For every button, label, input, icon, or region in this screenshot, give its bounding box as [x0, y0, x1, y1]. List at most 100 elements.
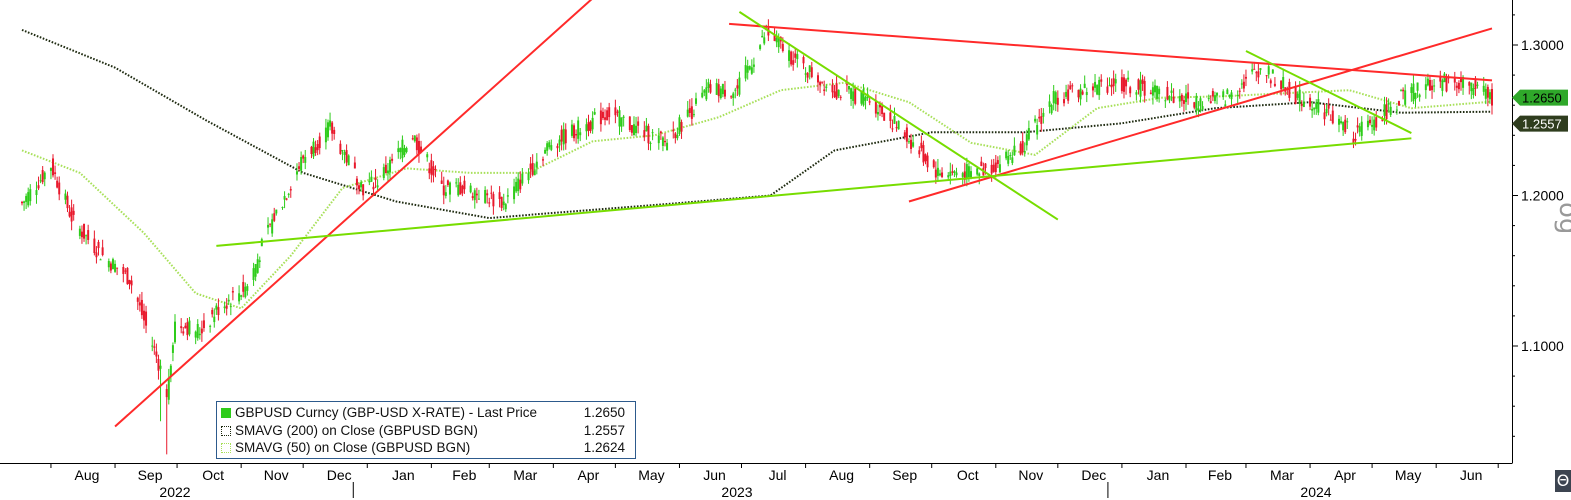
candle-body: [35, 190, 38, 196]
x-month-label: Apr: [1334, 467, 1356, 483]
candle-body: [703, 90, 706, 93]
candle-body: [196, 323, 199, 339]
candle-body: [1168, 96, 1171, 101]
candle-body: [223, 306, 226, 309]
candle-body: [1455, 85, 1458, 88]
candle-body: [384, 164, 387, 174]
candle-body: [560, 129, 563, 142]
candle-body: [1050, 105, 1053, 114]
trendline-4: [738, 11, 1059, 221]
candle-body: [550, 145, 553, 150]
tag-last-price-label: 1.2650: [1522, 91, 1562, 106]
candle-body: [994, 162, 997, 173]
candle-body: [244, 286, 247, 298]
candle-body: [701, 92, 704, 98]
candle-body: [680, 122, 683, 132]
candle-body: [229, 306, 232, 308]
candle-body: [591, 117, 594, 130]
candle-body: [198, 333, 201, 336]
candle-body: [1352, 138, 1355, 144]
candle-body: [492, 194, 495, 207]
candle-body: [883, 112, 886, 121]
candle-body: [1331, 110, 1334, 124]
candle-body: [1267, 66, 1270, 75]
candle-body: [372, 186, 375, 190]
candle-body: [1158, 88, 1161, 95]
candle-body: [1441, 80, 1444, 91]
candle-body: [903, 132, 906, 138]
candle-body: [1327, 104, 1330, 109]
candle-body: [874, 100, 877, 114]
legend-label-last-price: GBPUSD Curncy (GBP-USD X-RATE) - Last Pr…: [235, 405, 538, 420]
candle-body: [37, 185, 40, 189]
candle-body: [1056, 97, 1059, 105]
legend-value-sma200: 1.2557: [583, 423, 625, 438]
candle-body: [1426, 78, 1429, 86]
legend-entry-sma50: SMAVG (50) on Close (GBPUSD BGN) 1.2624: [221, 440, 631, 456]
candle-body: [304, 157, 307, 163]
candle-body: [231, 291, 234, 293]
candle-body: [169, 365, 172, 377]
candle-body: [99, 259, 102, 261]
candle-body: [1137, 79, 1140, 90]
candle-body: [1122, 77, 1125, 92]
candle-body: [486, 193, 489, 196]
candle-body: [1209, 101, 1212, 104]
candle-body: [1114, 79, 1117, 84]
candle-body: [978, 173, 981, 176]
candle-body: [1280, 80, 1283, 90]
candle-body: [1366, 120, 1369, 128]
x-month-label: Aug: [829, 467, 854, 483]
candle-body: [848, 85, 851, 90]
legend-value-sma50: 1.2624: [583, 440, 625, 455]
candle-body: [246, 286, 249, 291]
candle-body: [1040, 116, 1043, 124]
candle-body: [399, 147, 402, 153]
candle-body: [440, 180, 443, 184]
candle-body: [990, 164, 993, 174]
candle-body: [1474, 79, 1477, 89]
candle-body: [792, 60, 795, 65]
candle-body: [215, 305, 218, 310]
candle-body: [628, 116, 631, 131]
candle-body: [1042, 112, 1045, 117]
candle-body: [1400, 90, 1403, 92]
candle-body: [852, 91, 855, 101]
candle-body: [1470, 82, 1473, 92]
candle-body: [738, 77, 741, 95]
candle-body: [362, 184, 365, 196]
x-month-label: Jan: [1147, 467, 1170, 483]
x-year-label: 2023: [721, 484, 752, 500]
candle-body: [924, 154, 927, 162]
candle-body: [1338, 118, 1341, 125]
candle-body: [376, 185, 379, 188]
candle-body: [748, 66, 751, 70]
candle-body: [54, 172, 57, 174]
candle-body: [608, 107, 611, 118]
candle-body: [80, 231, 83, 238]
candle-body: [773, 34, 776, 42]
candle-body: [976, 168, 979, 175]
candle-body: [353, 162, 356, 169]
candle-body: [273, 213, 276, 221]
plot-area: [21, 19, 1493, 455]
candle-body: [312, 141, 315, 157]
candle-body: [1063, 99, 1066, 104]
candle-body: [816, 75, 819, 83]
candle-body: [905, 127, 908, 142]
candle-body: [744, 65, 747, 79]
candle-body: [1323, 112, 1326, 120]
candle-body: [1296, 93, 1299, 98]
candle-body: [533, 170, 536, 176]
candle-body: [1298, 89, 1301, 104]
candle-body: [1342, 121, 1345, 131]
side-mark-button[interactable]: Θ: [1555, 470, 1571, 492]
candle-body: [504, 204, 507, 210]
candle-body: [1397, 101, 1400, 106]
candle-body: [1371, 124, 1374, 127]
candle-body: [182, 331, 185, 334]
side-mark-text: og: [1553, 202, 1571, 235]
candle-body: [1271, 69, 1274, 74]
candle-body: [1187, 92, 1190, 99]
